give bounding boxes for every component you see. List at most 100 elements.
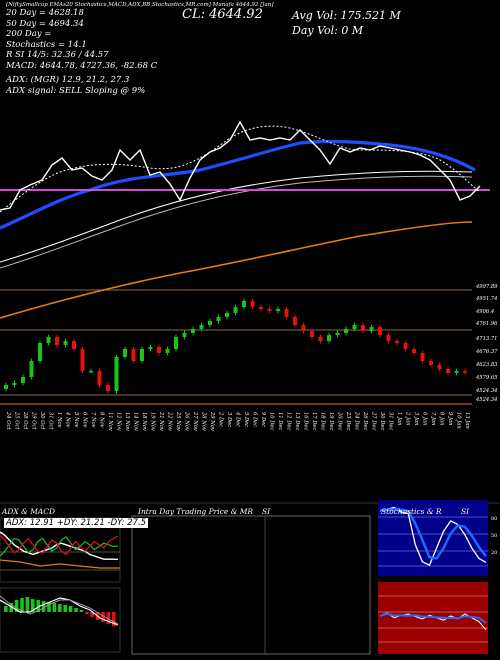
macd-label: MACD: 4644.78, 4727.36, -82.68 C: [6, 60, 158, 71]
rsi-signal-line: [379, 612, 487, 624]
date-tick-label: 29 Oct: [31, 411, 37, 430]
date-tick-label: 3 Jan: [413, 412, 419, 425]
date-tick-label: 24 Dec: [354, 411, 360, 430]
candle-body: [395, 341, 399, 343]
adx-values-box: ADX: 12.91 +DY: 21.21 -DY: 27.5: [4, 518, 149, 528]
date-tick-label: 18 Dec: [320, 412, 326, 430]
date-tick-label: 10 Dec: [269, 412, 275, 430]
ema200-line: [0, 221, 473, 319]
candle-body: [208, 321, 212, 325]
stochastics-label: Stochastics = 14.1: [6, 39, 87, 50]
date-tick-label: 25 Oct: [14, 411, 20, 430]
candle-body: [344, 329, 348, 333]
date-tick-label: 24 Oct: [5, 411, 11, 430]
stochastics-panel: 80 50 20: [378, 500, 497, 576]
date-tick-label: 9 Dec: [260, 412, 266, 427]
date-tick-label: 16 Dec: [303, 412, 309, 430]
candle-body: [55, 337, 59, 345]
candle-body: [38, 343, 42, 361]
macd-histogram-bar: [52, 603, 57, 612]
date-tick-label: 9 Jan: [447, 412, 453, 425]
candle-body: [463, 371, 467, 373]
date-tick-label: 28 Oct: [22, 411, 28, 430]
date-tick-label: 28 Nov: [201, 411, 207, 431]
candlesticks: [4, 298, 467, 394]
bollinger-upper-line: [0, 170, 473, 263]
date-axis-labels: 24 Oct 25 Oct 28 Oct 29 Oct 30 Oct 31 Oct 1 No…: [5, 411, 470, 431]
candle-body: [250, 301, 255, 307]
candle-body: [276, 309, 280, 311]
candle-body: [140, 349, 144, 361]
adx-signal-label: ADX signal: SELL Sloping @ 9%: [6, 85, 146, 96]
candle-body: [46, 337, 51, 343]
candle-body: [327, 335, 331, 341]
candle-body: [352, 325, 357, 329]
plus-dy-series-line: [0, 535, 119, 557]
macd-histogram-bar: [36, 600, 40, 612]
date-tick-label: 19 Dec: [328, 412, 334, 430]
price-tick-label: 4623.83: [475, 362, 498, 368]
intraday-si-label: SI: [262, 507, 271, 516]
date-tick-label: 3 Dec: [226, 412, 232, 427]
candle-body: [420, 353, 425, 361]
adx-label: ADX: (MGR) 12.9, 21.2, 27.3: [6, 75, 130, 85]
candle-body: [182, 333, 187, 337]
date-tick-label: 20 Dec: [337, 411, 343, 430]
candle-body: [21, 377, 25, 383]
date-tick-label: 5 Nov: [73, 412, 79, 428]
minus-dy-series-line: [0, 534, 119, 556]
candle-body: [174, 337, 178, 349]
candle-body: [89, 371, 93, 373]
rsi-label: R SI 14/5: 32.36 / 44.57: [6, 50, 109, 60]
candle-body: [225, 313, 229, 317]
stoch-tick-80: 80: [491, 516, 497, 522]
date-tick-label: 25 Nov: [175, 411, 181, 431]
macd-histogram-bar: [47, 602, 51, 612]
stoch-tick-20: 20: [491, 550, 497, 556]
macd-histogram-bar: [85, 612, 89, 614]
candle-body: [335, 333, 340, 335]
candle-body: [242, 301, 246, 307]
date-tick-label: 1 Nov: [56, 412, 62, 428]
date-tick-label: 6 Nov: [82, 412, 88, 428]
date-tick-label: 19 Nov: [150, 412, 156, 431]
date-tick-label: 22 Nov: [167, 411, 173, 431]
candle-body: [114, 357, 119, 391]
header-title-line: [NiftySmallcap EMAs20 Stochastics,MACD,A…: [6, 2, 274, 8]
candle-body: [80, 349, 85, 371]
date-tick-label: 17 Dec: [311, 412, 317, 430]
macd-histogram-bar: [106, 612, 111, 624]
date-tick-label: 18 Nov: [141, 412, 147, 431]
candle-body: [284, 309, 289, 317]
indicator-values: 20 Day = 4628.18 50 Day = 4694.34 200 Da…: [6, 8, 157, 96]
adx-panel: [0, 517, 121, 583]
candle-body: [259, 307, 263, 309]
date-tick-label: 2 Dec: [218, 411, 224, 427]
adx-orange-line: [0, 559, 120, 569]
macd-histogram-bar: [101, 612, 105, 622]
macd-histogram-bar: [63, 605, 67, 612]
date-tick-label: 6 Jan: [422, 412, 428, 425]
date-tick-label: 10 Jan: [456, 412, 462, 429]
price-gridlines: [0, 289, 472, 405]
ema200-label: 200 Day =: [6, 29, 52, 39]
candle-body: [403, 343, 408, 349]
macd-histogram-bar: [20, 598, 24, 612]
date-tick-label: 12 Nov: [116, 412, 122, 431]
ema-lines: [0, 120, 490, 319]
candle-body: [72, 341, 76, 349]
date-tick-label: 14 Nov: [133, 412, 139, 431]
candle-body: [148, 347, 153, 349]
date-tick-label: 13 Nov: [124, 412, 130, 431]
macd-signal-line: [0, 595, 119, 625]
date-tick-label: 27 Nov: [192, 411, 198, 431]
bollinger-lower-line: [0, 175, 473, 269]
date-tick-label: 5 Dec: [243, 412, 249, 427]
ema-dotted-line: [0, 125, 481, 213]
price-tick-label: 4676.37: [475, 349, 498, 355]
candle-body: [446, 369, 450, 373]
date-tick-label: 27 Dec: [371, 411, 377, 430]
price-tick-label: 4713.71: [475, 336, 497, 342]
price-tick-label: 4524.34: [475, 397, 497, 403]
